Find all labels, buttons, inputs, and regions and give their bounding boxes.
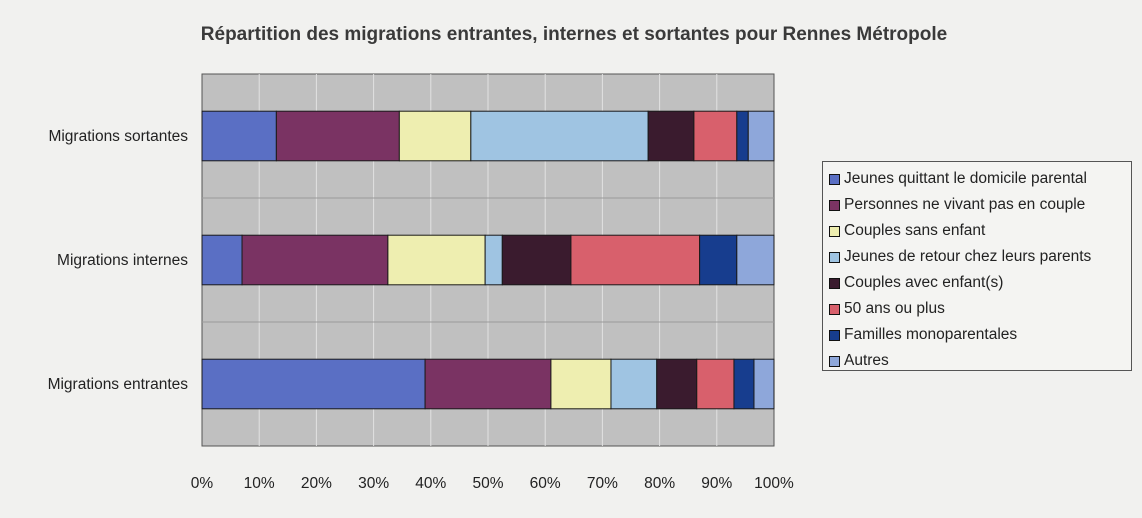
- bar-segment: [424, 358, 552, 410]
- bar-segment: [550, 358, 612, 410]
- legend-label: Jeunes de retour chez leurs parents: [844, 248, 1092, 265]
- x-tick-label: 30%: [358, 475, 389, 492]
- x-tick-label: 10%: [244, 475, 275, 492]
- bar-segment: [693, 110, 738, 162]
- bar-segment: [201, 110, 277, 162]
- x-tick-label: 70%: [587, 475, 618, 492]
- legend-swatch: [829, 173, 840, 185]
- x-tick-label: 80%: [644, 475, 675, 492]
- x-tick-label: 50%: [472, 475, 503, 492]
- x-tick-labels: 0% 10% 20% 30% 40% 50% 60% 70% 80% 90% 100%: [191, 475, 794, 492]
- legend-label: Autres: [844, 352, 889, 369]
- x-tick-label: 100%: [754, 475, 794, 492]
- x-tick-label: 60%: [530, 475, 561, 492]
- category-label: Migrations entrantes: [48, 376, 189, 393]
- x-tick-label: 90%: [701, 475, 732, 492]
- bar-segment: [736, 234, 775, 286]
- legend-label: Jeunes quittant le domicile parental: [844, 170, 1087, 187]
- legend-item: Autres: [829, 348, 1131, 374]
- bar-segment: [201, 234, 243, 286]
- x-tick-label: 20%: [301, 475, 332, 492]
- bar-segment: [699, 234, 738, 286]
- bar-segment: [736, 110, 749, 162]
- x-tick-label: 0%: [191, 475, 214, 492]
- legend-item: Jeunes quittant le domicile parental: [829, 166, 1131, 192]
- x-tick-label: 40%: [415, 475, 446, 492]
- legend-swatch: [829, 225, 840, 237]
- legend-swatch: [829, 251, 840, 263]
- legend-item: 50 ans ou plus: [829, 296, 1131, 322]
- legend-label: Couples avec enfant(s): [844, 274, 1004, 291]
- legend-item: Familles monoparentales: [829, 322, 1131, 348]
- legend-label: 50 ans ou plus: [844, 300, 945, 317]
- category-label: Migrations sortantes: [48, 128, 188, 145]
- bar-segment: [570, 234, 701, 286]
- bar-segment: [696, 358, 735, 410]
- legend-swatch: [829, 199, 840, 211]
- category-labels: Migrations sortantes Migrations internes M…: [48, 128, 189, 393]
- bar-segment: [241, 234, 389, 286]
- legend-swatch: [829, 329, 840, 341]
- bar-segment: [753, 358, 775, 410]
- bar-segment: [484, 234, 503, 286]
- bar-segment: [656, 358, 698, 410]
- legend-item: Couples avec enfant(s): [829, 270, 1131, 296]
- bar-segment: [201, 358, 426, 410]
- bar-segment: [501, 234, 572, 286]
- bar-segment: [470, 110, 649, 162]
- bar-segment: [387, 234, 486, 286]
- bar-segment: [610, 358, 658, 410]
- legend-swatch: [829, 303, 840, 315]
- legend-label: Personnes ne vivant pas en couple: [844, 196, 1086, 213]
- legend-item: Personnes ne vivant pas en couple: [829, 192, 1131, 218]
- bar-segment: [747, 110, 775, 162]
- legend: Jeunes quittant le domicile parental Pers…: [822, 161, 1132, 371]
- bar-segment: [733, 358, 755, 410]
- legend-swatch: [829, 277, 840, 289]
- legend-item: Couples sans enfant: [829, 218, 1131, 244]
- legend-item: Jeunes de retour chez leurs parents: [829, 244, 1131, 270]
- bar-segment: [398, 110, 472, 162]
- bar-segment: [275, 110, 400, 162]
- legend-swatch: [829, 355, 840, 367]
- chart-title: Répartition des migrations entrantes, in…: [201, 24, 947, 45]
- legend-label: Couples sans enfant: [844, 222, 986, 239]
- bar-segment: [647, 110, 695, 162]
- bars: [201, 110, 775, 410]
- category-label: Migrations internes: [57, 252, 188, 269]
- legend-label: Familles monoparentales: [844, 326, 1018, 343]
